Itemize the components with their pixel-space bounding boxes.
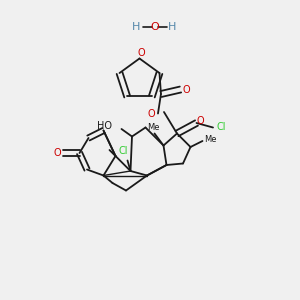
- Text: O: O: [182, 85, 190, 94]
- Text: Cl: Cl: [217, 122, 226, 133]
- Text: HO: HO: [98, 121, 112, 131]
- Text: Cl: Cl: [118, 146, 128, 156]
- Text: O: O: [137, 48, 145, 58]
- Text: H: H: [168, 22, 177, 32]
- Text: Me: Me: [147, 123, 159, 132]
- Text: H: H: [132, 22, 141, 32]
- Text: O: O: [148, 109, 155, 118]
- Text: O: O: [196, 116, 204, 126]
- Text: O: O: [54, 148, 61, 158]
- Text: Me: Me: [204, 135, 216, 144]
- Text: O: O: [150, 22, 159, 32]
